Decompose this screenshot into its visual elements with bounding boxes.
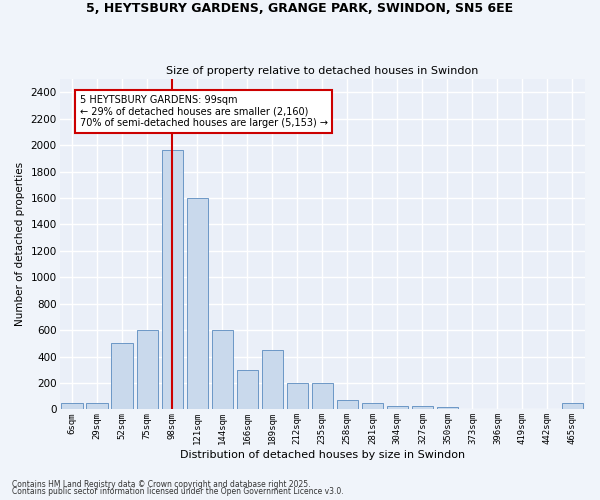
Bar	[311, 383, 333, 409]
Bar	[212, 330, 233, 409]
X-axis label: Distribution of detached houses by size in Swindon: Distribution of detached houses by size …	[180, 450, 465, 460]
Bar	[562, 403, 583, 409]
Text: Contains HM Land Registry data © Crown copyright and database right 2025.: Contains HM Land Registry data © Crown c…	[12, 480, 311, 489]
Bar	[161, 150, 183, 410]
Text: 5 HEYTSBURY GARDENS: 99sqm
← 29% of detached houses are smaller (2,160)
70% of s: 5 HEYTSBURY GARDENS: 99sqm ← 29% of deta…	[80, 95, 328, 128]
Text: 5, HEYTSBURY GARDENS, GRANGE PARK, SWINDON, SN5 6EE: 5, HEYTSBURY GARDENS, GRANGE PARK, SWIND…	[86, 2, 514, 16]
Bar	[236, 370, 258, 410]
Bar	[462, 409, 483, 410]
Bar	[362, 403, 383, 409]
Bar	[412, 406, 433, 409]
Bar	[512, 409, 533, 410]
Bar	[337, 400, 358, 409]
Bar	[387, 406, 408, 409]
Bar	[86, 403, 108, 409]
Bar	[187, 198, 208, 410]
Bar	[61, 403, 83, 409]
Bar	[137, 330, 158, 409]
Bar	[262, 350, 283, 410]
Text: Contains public sector information licensed under the Open Government Licence v3: Contains public sector information licen…	[12, 487, 344, 496]
Bar	[287, 383, 308, 409]
Y-axis label: Number of detached properties: Number of detached properties	[15, 162, 25, 326]
Bar	[437, 408, 458, 410]
Title: Size of property relative to detached houses in Swindon: Size of property relative to detached ho…	[166, 66, 478, 76]
Bar	[112, 344, 133, 409]
